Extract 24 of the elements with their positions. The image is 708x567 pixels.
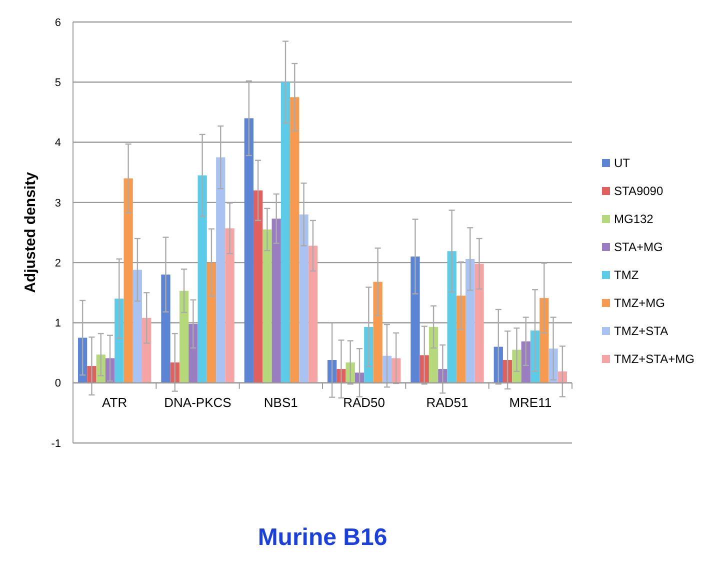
y-tick-label: 4 bbox=[54, 137, 61, 150]
x-tick-label: RAD50 bbox=[343, 394, 386, 410]
y-tick-label: 1 bbox=[54, 318, 61, 330]
x-tick-label: DNA-PKCS bbox=[164, 394, 232, 410]
x-tick-label: MRE11 bbox=[509, 394, 552, 410]
legend-label: TMZ bbox=[614, 268, 639, 282]
y-axis-title: Adjusted density bbox=[22, 171, 39, 293]
y-tick-label: 0 bbox=[54, 378, 61, 390]
legend-label: STA+MG bbox=[614, 240, 663, 254]
legend-label: TMZ+STA+MG bbox=[614, 352, 694, 366]
y-tick-label: 2 bbox=[54, 257, 61, 270]
y-tick-label: 5 bbox=[54, 76, 61, 89]
legend-label: TMZ+MG bbox=[614, 296, 665, 310]
legend-label: TMZ+STA bbox=[614, 324, 668, 338]
legend-label: MG132 bbox=[614, 212, 654, 226]
y-tick-label: 3 bbox=[54, 197, 61, 210]
x-tick-label: RAD51 bbox=[426, 394, 468, 410]
y-tick-label: 6 bbox=[54, 16, 61, 29]
legend-label: STA9090 bbox=[614, 184, 664, 198]
x-tick-label: ATR bbox=[102, 394, 128, 410]
text: Murine B16 bbox=[258, 524, 388, 551]
legend-label: UT bbox=[614, 156, 631, 170]
x-tick-label: NBS1 bbox=[264, 394, 298, 410]
y-tick-label: -1 bbox=[51, 438, 61, 450]
